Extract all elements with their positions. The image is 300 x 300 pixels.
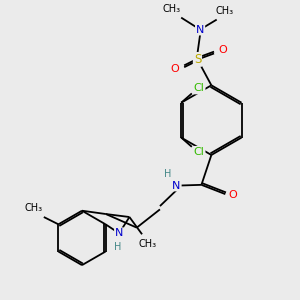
Text: H: H xyxy=(114,242,121,252)
Text: CH₃: CH₃ xyxy=(138,239,156,249)
Text: H: H xyxy=(164,169,172,178)
Text: N: N xyxy=(115,228,123,238)
Text: O: O xyxy=(219,45,227,55)
Text: Cl: Cl xyxy=(194,83,205,94)
Text: O: O xyxy=(171,64,180,74)
Text: CH₃: CH₃ xyxy=(162,4,180,14)
Text: Cl: Cl xyxy=(194,147,205,157)
Text: S: S xyxy=(194,53,201,66)
Text: O: O xyxy=(228,190,237,200)
Text: CH₃: CH₃ xyxy=(25,203,43,213)
Text: CH₃: CH₃ xyxy=(216,6,234,16)
Text: N: N xyxy=(196,25,204,34)
Text: N: N xyxy=(172,181,181,190)
